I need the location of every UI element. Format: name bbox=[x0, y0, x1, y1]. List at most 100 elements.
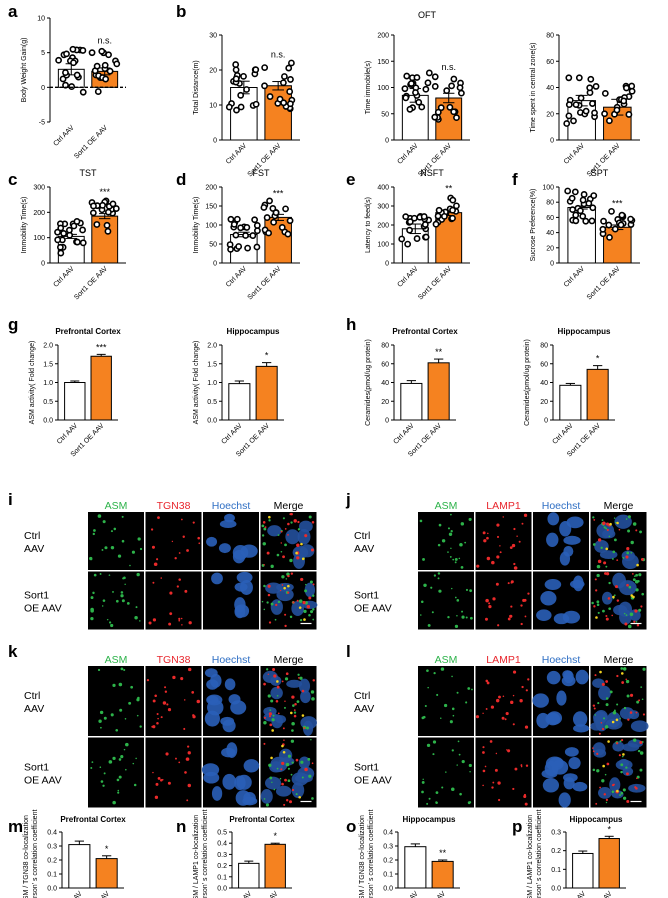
asm-puncta bbox=[467, 687, 471, 690]
x-tick-label: Ctrl AAV bbox=[60, 890, 84, 898]
marker-puncta bbox=[495, 698, 500, 703]
row-label: Sort1 bbox=[24, 590, 49, 602]
tile-background bbox=[88, 571, 144, 630]
nucleus bbox=[276, 588, 294, 602]
x-tick-label: Ctrl AAV bbox=[230, 890, 254, 898]
asm-puncta bbox=[471, 688, 473, 691]
nucleus bbox=[240, 579, 253, 595]
micrograph-tile bbox=[418, 737, 474, 808]
asm-puncta bbox=[613, 709, 616, 712]
asm-puncta bbox=[605, 527, 608, 530]
y-tick-label: 100 bbox=[377, 85, 389, 92]
asm-puncta bbox=[139, 547, 143, 551]
data-point bbox=[225, 103, 233, 111]
data-point bbox=[244, 244, 252, 252]
row-label: Ctrl bbox=[24, 530, 40, 542]
asm-puncta bbox=[135, 606, 138, 609]
nucleus bbox=[235, 790, 251, 806]
marker-puncta bbox=[192, 714, 195, 717]
chart-title: SPT bbox=[591, 168, 609, 178]
nucleus bbox=[572, 781, 588, 792]
asm-puncta bbox=[427, 686, 429, 689]
x-tick-label: Ctrl AAV bbox=[52, 265, 76, 289]
data-point bbox=[272, 209, 280, 217]
marker-puncta bbox=[152, 725, 156, 729]
nucleus bbox=[573, 724, 590, 733]
marker-puncta bbox=[169, 612, 173, 616]
asm-puncta bbox=[451, 707, 455, 711]
asm-puncta bbox=[609, 690, 613, 694]
y-tick-label: 0 bbox=[544, 418, 548, 425]
asm-puncta bbox=[99, 766, 102, 768]
nucleus bbox=[236, 571, 253, 584]
asm-puncta bbox=[456, 691, 459, 694]
marker-puncta bbox=[164, 690, 168, 693]
panel-label-e: e bbox=[346, 170, 355, 189]
data-point bbox=[435, 206, 443, 214]
nucleus bbox=[218, 543, 231, 554]
asm-puncta bbox=[277, 534, 280, 536]
marker-puncta bbox=[165, 752, 169, 756]
marker-puncta bbox=[606, 762, 610, 766]
significance-label: * bbox=[596, 354, 600, 364]
marker-puncta bbox=[304, 767, 308, 772]
y-tick-label: 0 bbox=[213, 261, 217, 268]
nucleus bbox=[563, 670, 574, 684]
data-point bbox=[104, 227, 112, 235]
asm-puncta bbox=[306, 726, 309, 730]
y-tick-label: 0.0 bbox=[47, 886, 57, 893]
marker-puncta bbox=[487, 532, 489, 535]
asm-puncta bbox=[605, 703, 609, 707]
bar-oe bbox=[95, 858, 118, 889]
data-point bbox=[434, 212, 442, 220]
x-tick-label: Ctrl AAV bbox=[564, 890, 588, 898]
data-point bbox=[112, 205, 120, 212]
y-tick-label: 50 bbox=[209, 242, 217, 249]
channel-label: ASM bbox=[105, 654, 128, 666]
panel-label-f: f bbox=[512, 170, 518, 189]
asm-puncta bbox=[263, 584, 266, 588]
marker-puncta bbox=[293, 519, 297, 523]
nucleus bbox=[267, 525, 282, 537]
panel-label-h: h bbox=[346, 315, 356, 334]
marker-puncta bbox=[595, 802, 598, 805]
micrograph-tile bbox=[475, 571, 532, 630]
y-tick-label: 60 bbox=[540, 361, 548, 368]
data-point bbox=[568, 194, 576, 202]
nucleus bbox=[563, 535, 581, 545]
marker-puncta bbox=[509, 546, 513, 550]
asm-puncta bbox=[460, 522, 465, 526]
asm-puncta bbox=[89, 556, 93, 561]
marker-puncta bbox=[605, 798, 609, 802]
asm-puncta bbox=[457, 740, 460, 743]
asm-puncta bbox=[110, 545, 115, 550]
nucleus bbox=[564, 747, 579, 757]
nucleus bbox=[297, 528, 311, 545]
marker-puncta bbox=[482, 531, 486, 535]
data-point bbox=[431, 73, 439, 81]
data-point bbox=[230, 220, 238, 228]
marker-puncta bbox=[263, 682, 266, 686]
asm-puncta bbox=[436, 693, 439, 697]
nucleus bbox=[224, 678, 236, 691]
data-point bbox=[592, 83, 600, 90]
data-point bbox=[232, 231, 240, 239]
data-point bbox=[406, 105, 414, 113]
marker-puncta bbox=[485, 598, 489, 603]
marker-puncta bbox=[281, 761, 285, 766]
asm-puncta bbox=[420, 600, 424, 604]
nucleus bbox=[568, 756, 581, 770]
data-point bbox=[572, 101, 580, 109]
marker-puncta bbox=[264, 526, 267, 529]
asm-puncta bbox=[445, 771, 447, 773]
asm-puncta bbox=[90, 766, 93, 769]
row-label: AAV bbox=[24, 703, 44, 715]
data-point bbox=[73, 218, 81, 225]
marker-puncta bbox=[525, 689, 528, 692]
marker-puncta bbox=[596, 752, 599, 756]
asm-puncta bbox=[119, 708, 123, 712]
data-point bbox=[287, 76, 294, 83]
tile-background bbox=[88, 512, 144, 570]
colocalized-puncta bbox=[602, 764, 605, 768]
significance-label: *** bbox=[96, 342, 107, 352]
